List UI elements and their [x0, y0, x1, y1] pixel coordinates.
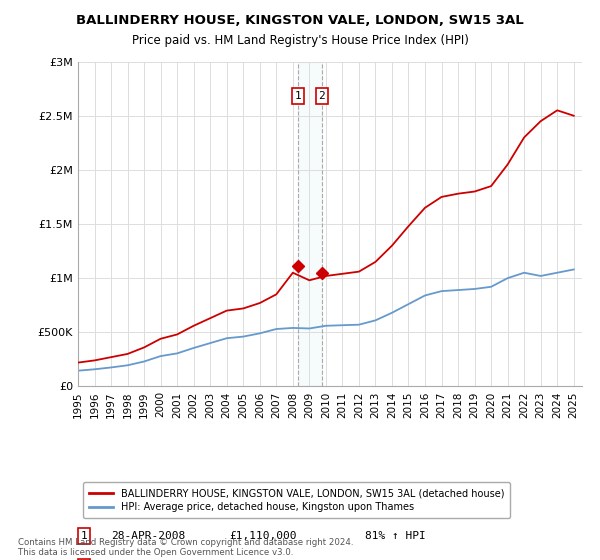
Text: £1,110,000: £1,110,000: [229, 531, 296, 541]
Legend: BALLINDERRY HOUSE, KINGSTON VALE, LONDON, SW15 3AL (detached house), HPI: Averag: BALLINDERRY HOUSE, KINGSTON VALE, LONDON…: [83, 482, 510, 518]
Text: 1: 1: [80, 531, 88, 541]
Bar: [298, 62, 322, 386]
Text: 28-APR-2008: 28-APR-2008: [111, 531, 185, 541]
Text: BALLINDERRY HOUSE, KINGSTON VALE, LONDON, SW15 3AL: BALLINDERRY HOUSE, KINGSTON VALE, LONDON…: [76, 14, 524, 27]
Text: Contains HM Land Registry data © Crown copyright and database right 2024.
This d: Contains HM Land Registry data © Crown c…: [18, 538, 353, 557]
Text: Price paid vs. HM Land Registry's House Price Index (HPI): Price paid vs. HM Land Registry's House …: [131, 34, 469, 46]
Text: 2: 2: [319, 91, 325, 101]
Text: 1: 1: [295, 91, 302, 101]
Text: 81% ↑ HPI: 81% ↑ HPI: [365, 531, 426, 541]
